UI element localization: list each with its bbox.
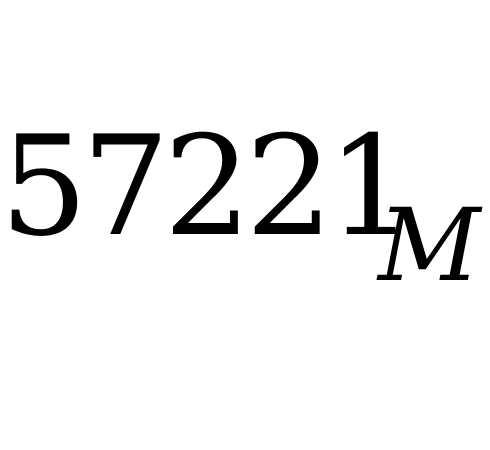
number-expression: 57221 M: [0, 118, 490, 308]
base-subscript: M: [378, 187, 481, 304]
number-digits: 57221: [0, 106, 415, 267]
